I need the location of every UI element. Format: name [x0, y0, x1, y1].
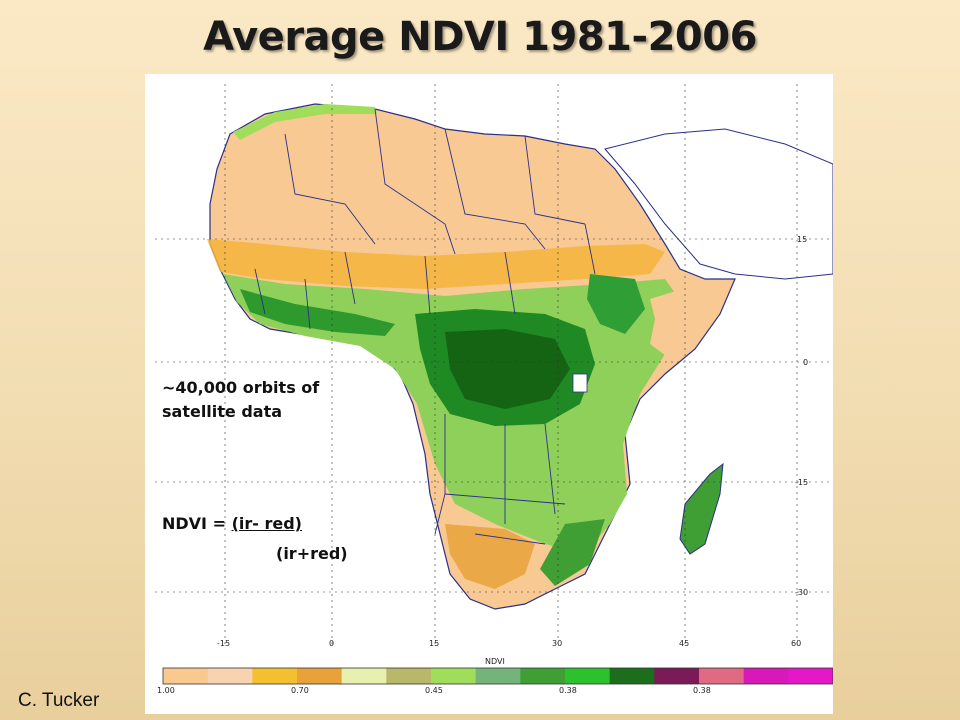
colorbar-swatch [565, 668, 611, 684]
kalahari-region [445, 524, 535, 589]
lon-tick-label: 0 [329, 639, 334, 648]
orbits-line-2: satellite data [162, 402, 283, 421]
colorbar-tick-labels: 1.00 0.70 0.45 0.38 0.38 [157, 686, 711, 695]
rainforest-core [445, 329, 570, 409]
lat-tick-label: -30 [795, 588, 808, 597]
colorbar-swatch [163, 668, 209, 684]
graticule [155, 84, 833, 644]
colorbar-tick-label: 0.38 [693, 686, 711, 695]
colorbar-swatch [654, 668, 700, 684]
colorbar-swatch [207, 668, 253, 684]
west-coast-forest [240, 289, 395, 336]
colorbar-title: NDVI [485, 657, 505, 666]
lon-tick-label: 15 [429, 639, 439, 648]
lon-tick-label: -15 [217, 639, 230, 648]
ndvi-map-panel: -15 0 15 30 45 60 15 0 -15 -30 NDVI 1.00… [145, 74, 833, 714]
lon-tick-label: 30 [552, 639, 562, 648]
colorbar-swatch [431, 668, 477, 684]
lon-tick-label: 45 [679, 639, 689, 648]
colorbar-swatch [609, 668, 655, 684]
colorbar-swatch [743, 668, 789, 684]
colorbar-swatch [520, 668, 566, 684]
orbits-line-1: ~40,000 orbits of [162, 378, 320, 397]
colorbar-swatch [252, 668, 298, 684]
lat-tick-label: -15 [795, 478, 808, 487]
colorbar-border [162, 667, 833, 685]
horn-dry-region [650, 282, 730, 359]
colorbar-swatch [297, 668, 343, 684]
colorbar-tick-label: 1.00 [157, 686, 175, 695]
lat-tick-label: 0 [803, 358, 808, 367]
colorbar-tick-label: 0.45 [425, 686, 443, 695]
formula-denominator: (ir+red) [276, 544, 348, 563]
ethiopian-highlands [587, 274, 645, 334]
colorbar-tick-label: 0.70 [291, 686, 309, 695]
africa-ndvi-map: -15 0 15 30 45 60 15 0 -15 -30 NDVI 1.00… [155, 84, 833, 695]
lat-tick-label: 15 [797, 235, 807, 244]
sahel-band [207, 239, 665, 289]
madagascar [679, 462, 724, 555]
orbits-annotation: ~40,000 orbits of satellite data [162, 376, 319, 424]
formula-top-line: NDVI = (ir- red) [162, 512, 348, 536]
colorbar-swatch [475, 668, 521, 684]
mediterranean-strip [233, 104, 377, 140]
colorbar-swatch [386, 668, 432, 684]
image-credit: C. Tucker [18, 690, 100, 711]
colorbar-swatch [341, 668, 387, 684]
formula-lhs: NDVI = [162, 514, 232, 533]
colorbar-swatch [788, 668, 833, 684]
arabian-peninsula [604, 128, 833, 280]
colorbar-tick-label: 0.38 [559, 686, 577, 695]
southeast-green [540, 519, 605, 586]
colorbar-swatch [699, 668, 745, 684]
ndvi-colorbar [162, 667, 833, 685]
lake-victoria [572, 373, 588, 393]
slide-title: Average NDVI 1981-2006 [203, 14, 757, 60]
formula-numerator: (ir- red) [231, 514, 302, 533]
lon-tick-label: 60 [791, 639, 801, 648]
ndvi-formula: NDVI = (ir- red) (ir+red) [162, 512, 348, 566]
